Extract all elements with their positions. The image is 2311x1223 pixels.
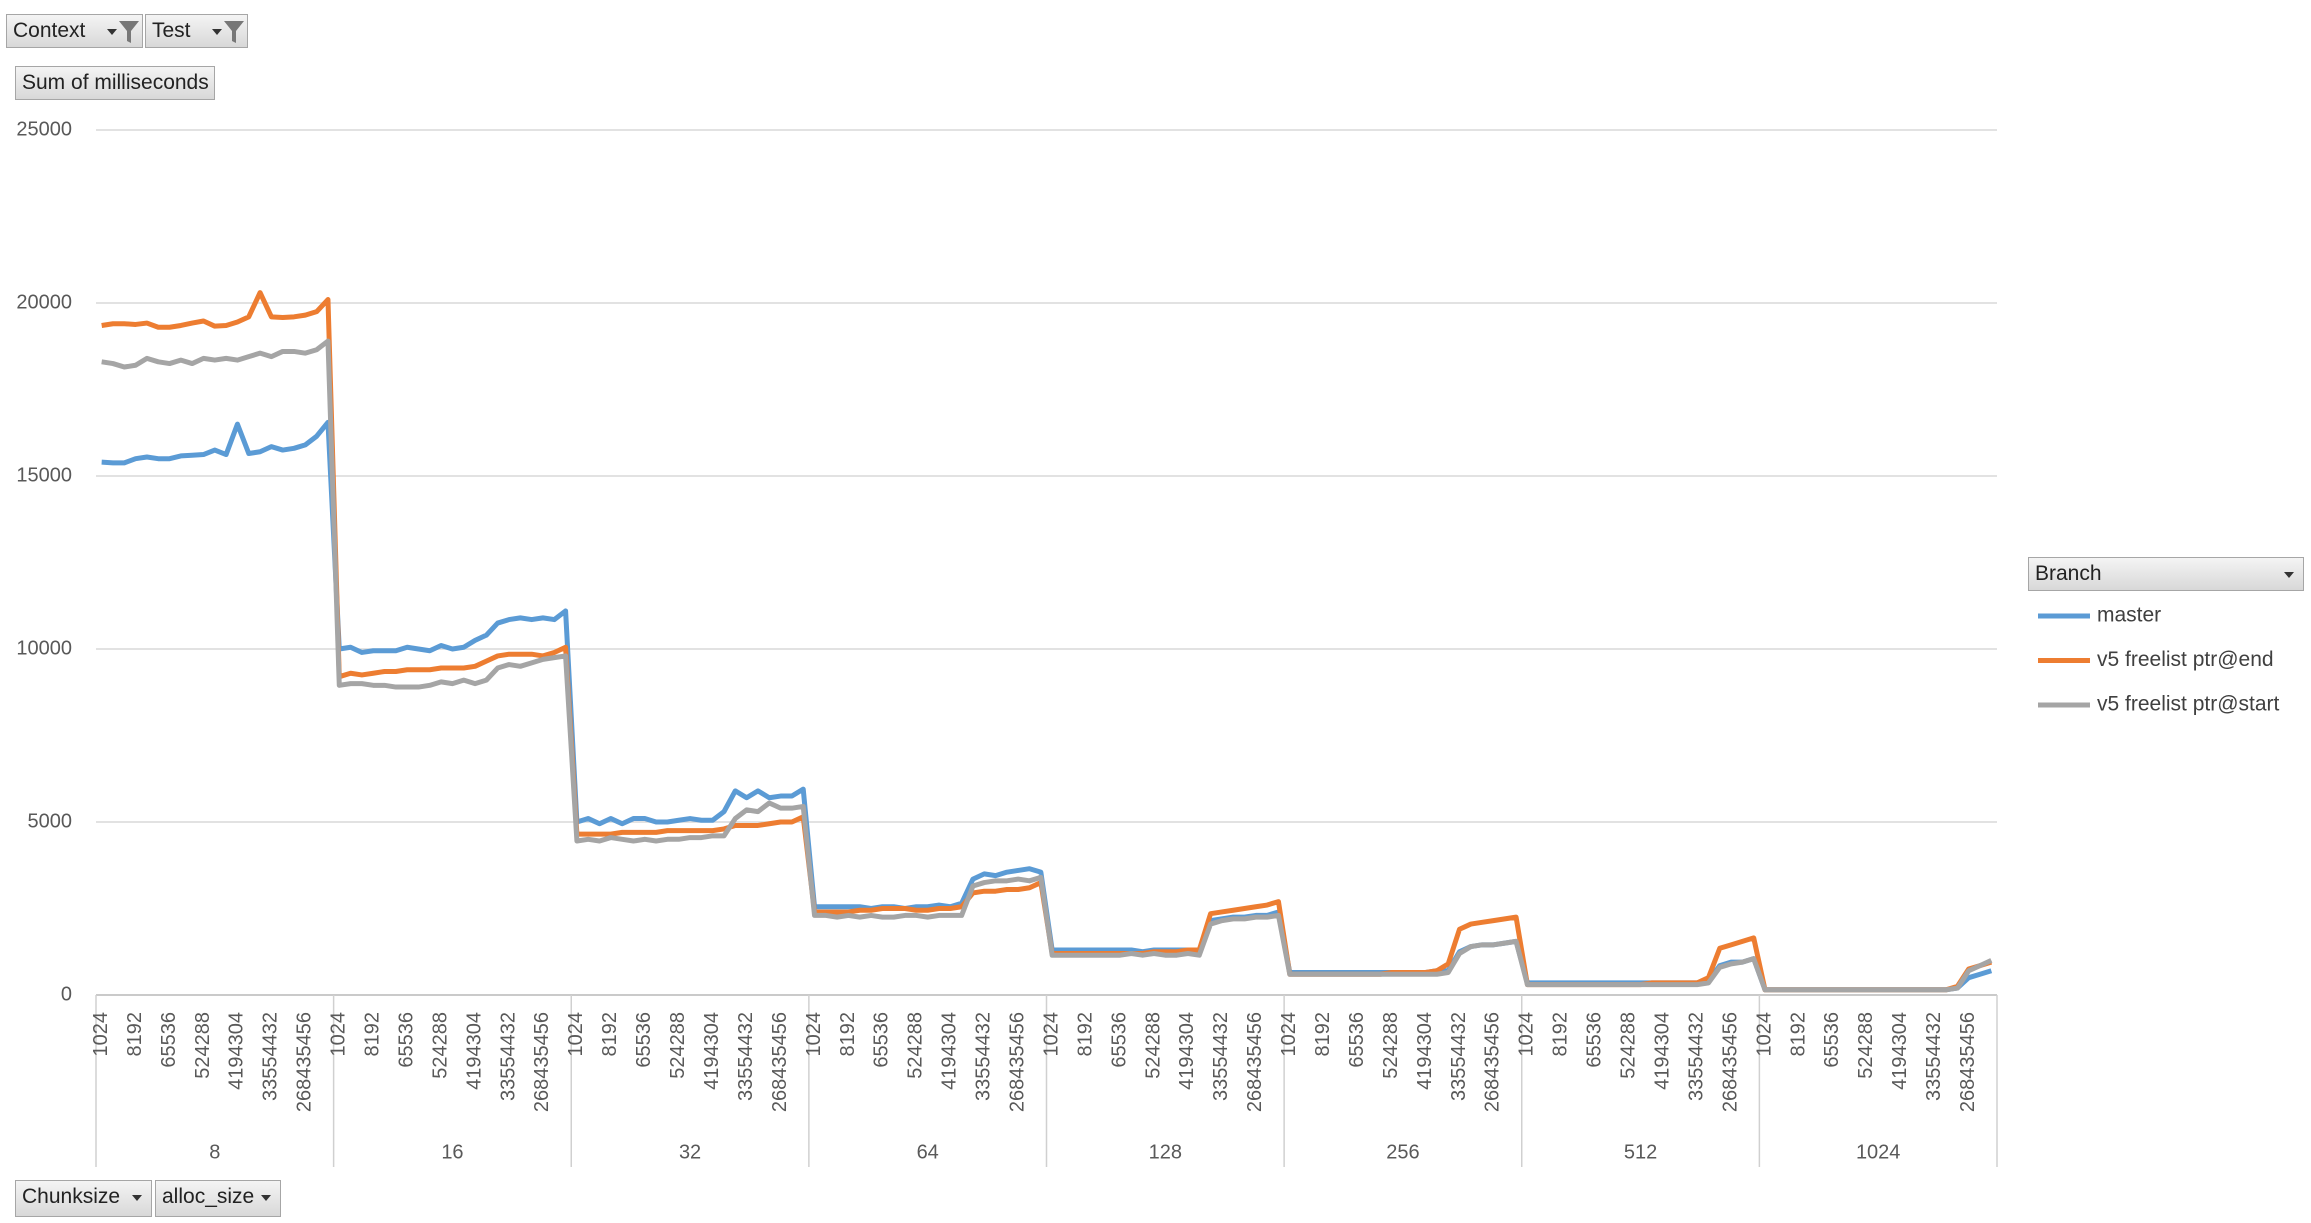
x-tick-label: 4194304 (701, 1012, 723, 1090)
x-tick-label: 33554432 (260, 1012, 282, 1101)
x-tick-label: 33554432 (1210, 1012, 1232, 1101)
x-tick-label: 65536 (1821, 1012, 1843, 1068)
x-tick-label: 1024 (1278, 1012, 1300, 1057)
x-tick-label: 1024 (90, 1012, 112, 1057)
x-tick-label: 524288 (192, 1012, 214, 1079)
y-tick-label: 15000 (16, 464, 72, 486)
x-tick-label: 8192 (1787, 1012, 1809, 1057)
x-tick-label: 33554432 (735, 1012, 757, 1101)
y-tick-label: 25000 (16, 118, 72, 140)
x-tick-label: 33554432 (1685, 1012, 1707, 1101)
y-tick-label: 0 (61, 983, 72, 1005)
y-tick-label: 5000 (28, 810, 73, 832)
x-tick-label: 268435456 (1006, 1012, 1028, 1112)
group-label: 512 (1624, 1141, 1657, 1163)
x-tick-label: 1024 (328, 1012, 350, 1057)
group-label: 128 (1149, 1141, 1182, 1163)
x-tick-label: 268435456 (769, 1012, 791, 1112)
legend-title: Branch (2035, 562, 2102, 585)
series-line (101, 290, 1993, 993)
x-tick-label: 4194304 (226, 1012, 248, 1090)
legend-label: master (2097, 604, 2161, 627)
dropdown-arrow (132, 1195, 142, 1201)
x-tick-label: 4194304 (939, 1012, 961, 1090)
x-tick-label: 8192 (1312, 1012, 1334, 1057)
x-tick-label: 524288 (1380, 1012, 1402, 1079)
alloc-size-field-button[interactable]: alloc_size (155, 1180, 281, 1217)
x-tick-label: 524288 (905, 1012, 927, 1079)
x-tick-label: 65536 (633, 1012, 655, 1068)
x-tick-label: 1024 (803, 1012, 825, 1057)
context-filter-button[interactable]: Context (6, 14, 143, 48)
group-label: 16 (441, 1141, 463, 1163)
x-tick-label: 8192 (1550, 1012, 1572, 1057)
x-tick-label: 33554432 (973, 1012, 995, 1101)
x-tick-label: 8192 (837, 1012, 859, 1057)
y-tick-label: 20000 (16, 291, 72, 313)
group-label: 256 (1386, 1141, 1419, 1163)
x-tick-label: 524288 (429, 1012, 451, 1079)
legend-label: v5 freelist ptr@start (2097, 693, 2280, 716)
x-tick-label: 4194304 (463, 1012, 485, 1090)
test-filter-button[interactable]: Test (145, 14, 248, 48)
x-tick-label: 4194304 (1414, 1012, 1436, 1090)
group-label: 64 (917, 1141, 939, 1163)
dropdown-arrow (261, 1195, 271, 1201)
chunksize-field-button[interactable]: Chunksize (15, 1180, 152, 1217)
x-tick-label: 4194304 (1889, 1012, 1911, 1090)
x-tick-label: 8192 (124, 1012, 146, 1057)
axis-field-label: Chunksize (22, 1185, 121, 1208)
legend-field-button[interactable]: Branch (2028, 557, 2304, 591)
filter-icon (224, 21, 244, 43)
x-tick-label: 8192 (599, 1012, 621, 1057)
x-tick-label: 4194304 (1176, 1012, 1198, 1090)
value-field-button[interactable]: Sum of milliseconds (15, 66, 215, 100)
x-tick-label: 1024 (1040, 1012, 1062, 1057)
axis-field-label: alloc_size (162, 1185, 255, 1208)
x-tick-label: 268435456 (1957, 1012, 1979, 1112)
legend-label: v5 freelist ptr@end (2097, 648, 2274, 671)
x-tick-label: 524288 (1142, 1012, 1164, 1079)
x-tick-label: 65536 (1584, 1012, 1606, 1068)
group-label: 8 (209, 1141, 220, 1163)
x-tick-label: 1024 (1516, 1012, 1538, 1057)
x-tick-label: 65536 (158, 1012, 180, 1068)
dropdown-arrow (212, 29, 222, 35)
x-tick-label: 268435456 (1482, 1012, 1504, 1112)
filter-label: Context (13, 19, 86, 42)
value-field-label: Sum of milliseconds (22, 71, 209, 94)
x-tick-label: 8192 (1074, 1012, 1096, 1057)
x-tick-label: 65536 (1108, 1012, 1130, 1068)
dropdown-arrow (2284, 572, 2294, 578)
x-tick-label: 268435456 (531, 1012, 553, 1112)
x-tick-label: 268435456 (1719, 1012, 1741, 1112)
x-tick-label: 1024 (565, 1012, 587, 1057)
x-tick-label: 65536 (395, 1012, 417, 1068)
group-label: 32 (679, 1141, 701, 1163)
x-tick-label: 524288 (667, 1012, 689, 1079)
x-tick-label: 33554432 (1923, 1012, 1945, 1101)
filter-icon (119, 21, 139, 43)
x-tick-label: 1024 (1753, 1012, 1775, 1057)
x-tick-label: 33554432 (1448, 1012, 1470, 1101)
x-tick-label: 65536 (871, 1012, 893, 1068)
x-tick-label: 268435456 (1244, 1012, 1266, 1112)
x-tick-label: 8192 (362, 1012, 384, 1057)
x-tick-label: 268435456 (294, 1012, 316, 1112)
x-tick-label: 65536 (1346, 1012, 1368, 1068)
x-tick-label: 524288 (1855, 1012, 1877, 1079)
x-tick-label: 4194304 (1651, 1012, 1673, 1090)
filter-label: Test (152, 19, 191, 42)
y-tick-label: 10000 (16, 637, 72, 659)
x-tick-label: 33554432 (497, 1012, 519, 1101)
group-label: 1024 (1856, 1141, 1901, 1163)
x-tick-label: 524288 (1618, 1012, 1640, 1079)
series-line (101, 338, 1993, 993)
dropdown-arrow (107, 29, 117, 35)
